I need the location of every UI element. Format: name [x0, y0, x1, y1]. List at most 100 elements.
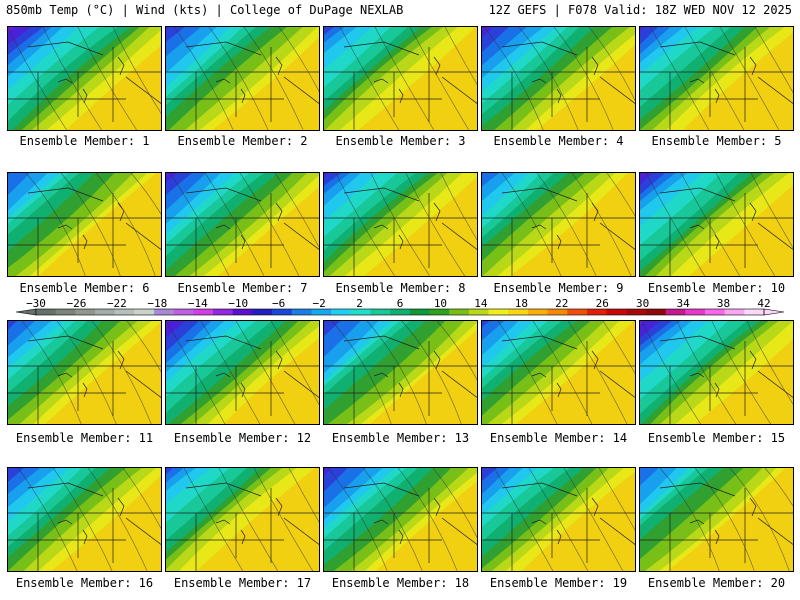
colorbar-segment: [567, 309, 588, 315]
colorbar-tick-label: 38: [716, 297, 731, 310]
map-boundary-line: [689, 372, 705, 378]
isotherm-contour: [436, 321, 477, 381]
isotherm-contour: [532, 321, 593, 424]
map-boundary-line: [659, 41, 736, 56]
colorbar-segment: [626, 309, 647, 315]
map-boundary-line: [757, 222, 793, 250]
colorbar-segment: [527, 309, 549, 315]
isotherm-contour: [288, 468, 319, 523]
isotherm-contour: [335, 173, 396, 276]
colorbar-tick-label: −22: [106, 297, 127, 310]
ensemble-member-label: Ensemble Member: 7: [177, 281, 308, 295]
map-boundary-line: [373, 372, 389, 378]
map-boundary-line: [556, 382, 562, 398]
map-boundary-line: [82, 382, 88, 398]
ensemble-map-panel: [481, 320, 636, 425]
isotherm-contour: [60, 173, 121, 276]
chart-title: 850mb Temp (°C) | Wind (kts) | College o…: [6, 3, 404, 17]
map-boundary-line: [185, 187, 262, 202]
map-boundary-line: [215, 519, 231, 525]
map-boundary-line: [240, 529, 246, 545]
colorbar-tick-label: −6: [272, 297, 286, 310]
map-boundary-line: [531, 372, 547, 378]
ensemble-member-label: Ensemble Member: 13: [331, 431, 470, 445]
temperature-field-map: [8, 173, 161, 276]
colorbar-tick-label: 22: [555, 297, 569, 310]
ensemble-map-panel: [639, 320, 794, 425]
map-boundary-line: [373, 519, 389, 525]
isotherm-contour: [87, 468, 148, 571]
ensemble-map-panel: [165, 467, 320, 572]
map-boundary-line: [117, 350, 125, 370]
colorbar-segment: [173, 309, 194, 315]
isotherm-contour: [270, 321, 319, 405]
temperature-band: [44, 322, 161, 424]
isotherm-contour: [218, 468, 279, 571]
isotherm-contour: [746, 321, 793, 405]
temperature-band: [510, 173, 635, 276]
isotherm-contour: [715, 173, 776, 276]
isotherm-contour: [493, 468, 554, 571]
isotherm-contour: [641, 321, 702, 424]
map-boundary-line: [599, 76, 635, 104]
ensemble-member-label: Ensemble Member: 9: [493, 281, 624, 295]
ensemble-member-label: Ensemble Member: 16: [15, 576, 154, 590]
ensemble-member-label: Ensemble Member: 5: [651, 134, 782, 148]
map-boundary-line: [398, 382, 404, 398]
ensemble-map-panel: [323, 467, 478, 572]
map-boundary-line: [398, 234, 404, 250]
colorbar-segment: [311, 309, 332, 315]
ensemble-map-panel: [639, 467, 794, 572]
colorbar-segment: [36, 309, 57, 315]
map-boundary-line: [343, 187, 420, 202]
colorbar-segment: [55, 309, 76, 315]
isotherm-contour: [21, 321, 82, 424]
map-boundary-line: [185, 482, 262, 497]
colorbar-segment: [252, 309, 273, 315]
isotherm-contour: [711, 321, 772, 424]
ensemble-map-panel: [7, 467, 162, 572]
ensemble-member-label: Ensemble Member: 4: [493, 134, 624, 148]
colorbar-segment: [390, 309, 411, 315]
map-boundary-line: [240, 88, 246, 104]
map-boundary-line: [714, 529, 720, 545]
colorbar-segment: [508, 309, 529, 315]
map-boundary-line: [398, 529, 404, 545]
temperature-band: [668, 468, 793, 571]
isotherm-contour: [204, 173, 265, 276]
ensemble-member-label: Ensemble Member: 20: [647, 576, 786, 590]
temperature-field-map: [324, 321, 477, 424]
map-boundary-line: [283, 76, 319, 104]
isotherm-contour: [173, 27, 234, 130]
map-boundary-line: [275, 350, 283, 370]
isotherm-contour: [56, 321, 117, 424]
ensemble-map-panel: [639, 26, 794, 131]
map-boundary-line: [714, 88, 720, 104]
isotherm-contour: [327, 468, 388, 571]
isotherm-contour: [602, 321, 635, 374]
isotherm-contour: [362, 468, 423, 571]
map-boundary-line: [749, 497, 757, 517]
colorbar-segment: [193, 309, 214, 315]
map-boundary-line: [599, 370, 635, 398]
isotherm-contour: [122, 468, 161, 530]
ensemble-map-panel: [639, 172, 794, 277]
map-boundary-line: [749, 56, 757, 76]
colorbar-tick-label: −2: [312, 297, 326, 310]
ensemble-member-label: Ensemble Member: 14: [489, 431, 628, 445]
isotherm-contour: [112, 27, 161, 114]
isotherm-contour: [200, 321, 261, 424]
colorbar-tick-label: −26: [66, 297, 87, 310]
isotherm-contour: [253, 468, 314, 571]
ensemble-map-panel: [481, 467, 636, 572]
map-boundary-line: [433, 350, 441, 370]
colorbar-segment: [291, 309, 312, 315]
map-boundary-line: [283, 370, 319, 398]
map-boundary-line: [556, 529, 562, 545]
map-boundary-line: [441, 370, 477, 398]
map-boundary-line: [343, 335, 420, 350]
temperature-field-map: [482, 27, 635, 130]
colorbar-tick-label: 34: [676, 297, 690, 310]
isotherm-contour: [243, 27, 304, 130]
ensemble-member-label: Ensemble Member: 11: [15, 431, 154, 445]
